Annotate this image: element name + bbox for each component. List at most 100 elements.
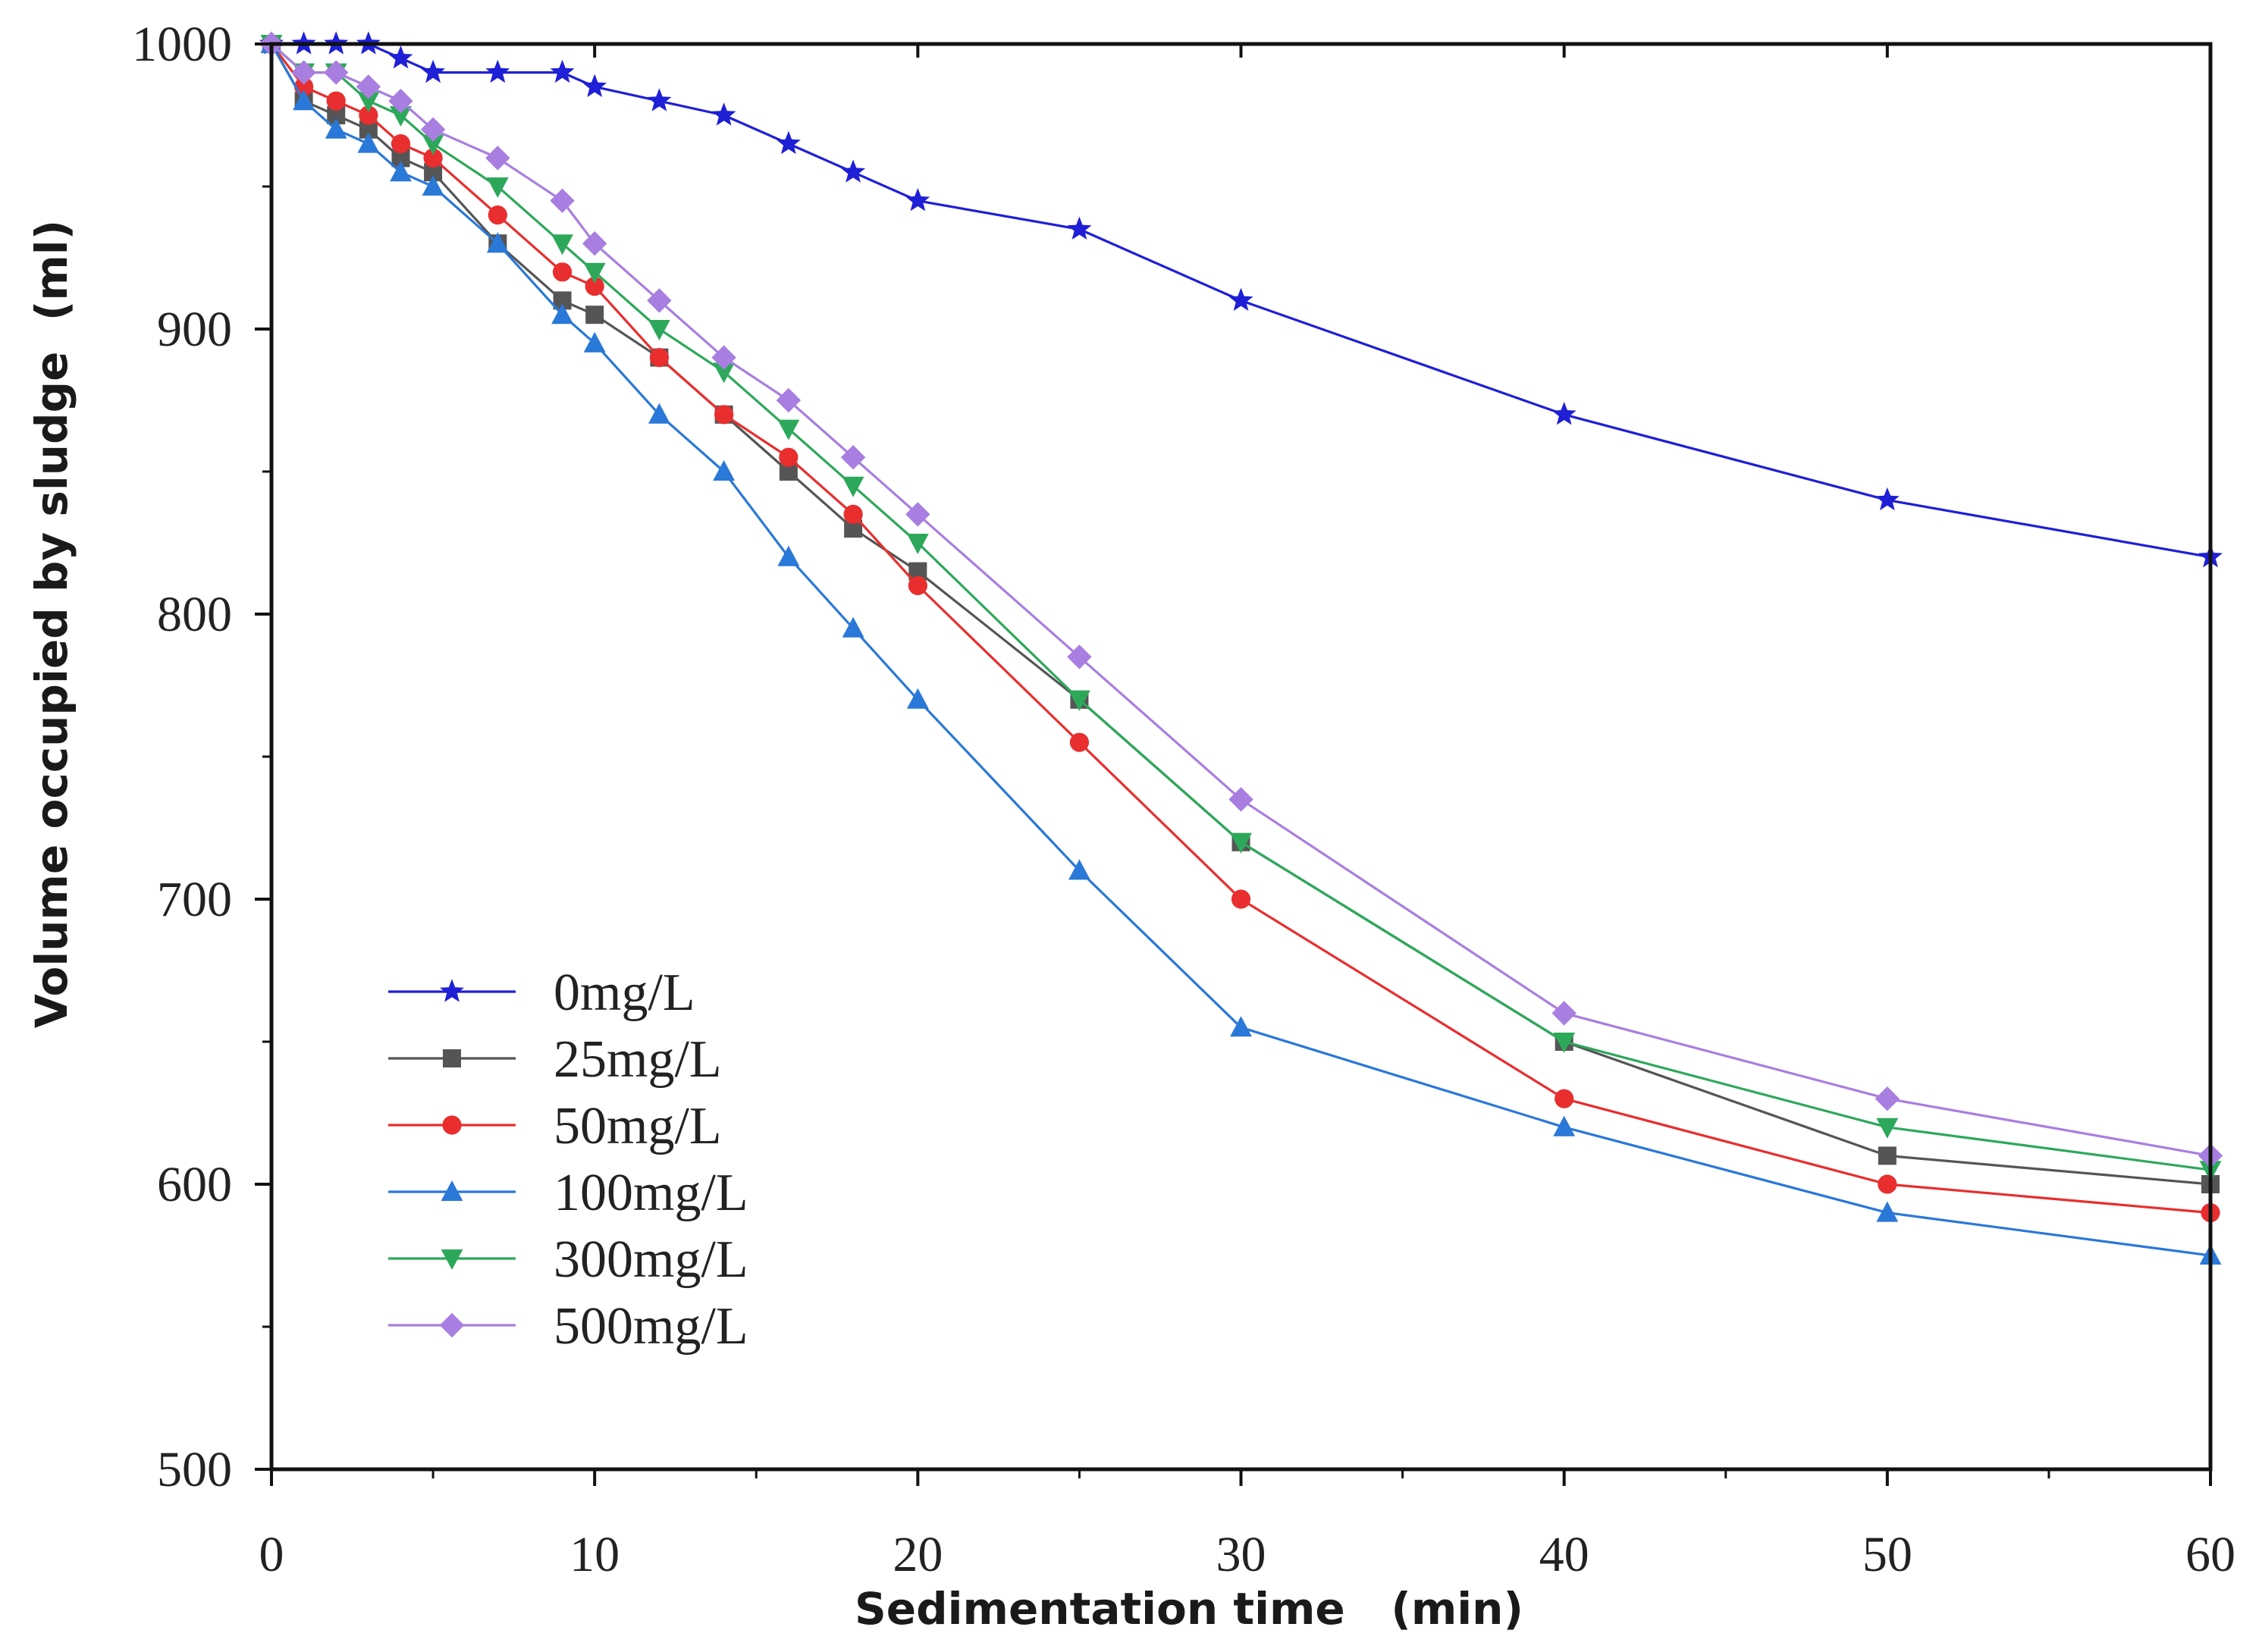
legend-marker	[441, 1180, 463, 1201]
data-point-5-17	[1875, 1086, 1900, 1111]
data-point-2-7	[552, 262, 573, 282]
legend: 0mg/L 25mg/L 50mg/L 100mg/L 300mg/L 500mg/L	[388, 964, 748, 1356]
data-point-3-14	[1068, 859, 1090, 880]
data-point-0-5	[421, 59, 446, 83]
y-tick-label: 1000	[132, 17, 232, 72]
data-point-0-14	[1067, 216, 1092, 240]
data-point-3-6	[486, 232, 509, 253]
data-point-0-11	[776, 130, 801, 155]
data-point-5-2	[324, 60, 349, 85]
data-point-5-1	[291, 60, 316, 85]
data-point-0-10	[711, 102, 736, 126]
legend-marker	[441, 1249, 463, 1270]
data-point-5-13	[905, 502, 930, 527]
y-tick-label: 500	[157, 1442, 232, 1497]
data-point-3-11	[777, 545, 800, 566]
data-point-4-6	[486, 177, 509, 198]
legend-item: 50mg/L	[388, 1097, 722, 1155]
data-point-2-9	[649, 348, 670, 368]
legend-label: 25mg/L	[554, 1030, 722, 1089]
x-axis-title: Sedimentation time (min)	[855, 1583, 1523, 1635]
legend-item: 300mg/L	[388, 1230, 748, 1289]
data-point-5-3	[356, 74, 381, 99]
data-point-4-5	[422, 134, 444, 155]
data-point-4-4	[390, 106, 412, 127]
x-tick-label: 30	[1216, 1527, 1266, 1582]
data-point-5-5	[420, 117, 446, 142]
data-point-5-14	[1067, 644, 1092, 669]
data-point-3-3	[357, 132, 380, 153]
legend-label: 0mg/L	[554, 964, 695, 1022]
legend-label: 100mg/L	[554, 1164, 748, 1222]
data-point-0-16	[1551, 402, 1577, 425]
data-point-3-4	[390, 161, 412, 182]
data-point-3-1	[293, 89, 315, 111]
legend-marker	[440, 979, 464, 1002]
data-point-2-2	[326, 91, 346, 111]
data-point-4-7	[551, 234, 573, 255]
y-tick-label: 700	[157, 872, 232, 927]
data-point-5-7	[550, 188, 575, 213]
data-point-5-10	[711, 345, 736, 370]
data-point-2-13	[908, 575, 927, 596]
data-point-1-8	[585, 306, 604, 324]
data-point-3-8	[583, 331, 606, 353]
data-point-4-11	[777, 419, 800, 440]
data-point-4-10	[713, 362, 736, 384]
legend-marker	[443, 1049, 461, 1067]
y-tick-label: 900	[157, 302, 232, 357]
data-point-4-8	[583, 262, 606, 284]
data-point-4-12	[842, 476, 864, 497]
legend-label: 500mg/L	[554, 1297, 748, 1356]
data-point-2-11	[779, 447, 798, 467]
data-point-5-4	[388, 89, 413, 114]
legend-item: 25mg/L	[388, 1030, 722, 1089]
legend-label: 50mg/L	[554, 1097, 722, 1155]
data-point-2-8	[585, 277, 604, 296]
data-point-3-9	[648, 403, 670, 424]
data-point-2-10	[714, 405, 734, 425]
data-point-0-4	[388, 45, 413, 69]
data-point-3-17	[1876, 1201, 1899, 1222]
x-tick-label: 0	[259, 1527, 284, 1582]
data-point-2-12	[843, 504, 863, 525]
data-point-0-12	[841, 159, 866, 183]
data-point-3-10	[713, 460, 736, 481]
data-point-2-15	[1231, 889, 1251, 909]
data-point-5-9	[647, 288, 672, 313]
data-point-5-8	[582, 231, 607, 256]
data-point-3-7	[551, 303, 573, 324]
data-point-3-12	[842, 616, 864, 638]
y-tick-label: 600	[157, 1157, 232, 1212]
data-point-5-6	[485, 146, 510, 171]
data-point-0-7	[550, 59, 575, 83]
data-point-4-9	[648, 320, 670, 340]
data-point-2-6	[488, 205, 507, 225]
data-point-2-17	[1878, 1174, 1897, 1194]
data-point-5-11	[776, 387, 802, 413]
data-point-5-12	[840, 445, 866, 470]
data-point-3-5	[422, 175, 444, 196]
data-point-4-15	[1230, 832, 1252, 854]
data-point-5-15	[1228, 787, 1253, 812]
data-point-4-13	[906, 534, 929, 554]
legend-label: 300mg/L	[554, 1230, 748, 1289]
data-point-4-16	[1553, 1033, 1576, 1053]
y-axis-title: Volume occupied by sludge (ml)	[26, 220, 77, 1028]
legend-item: 100mg/L	[388, 1164, 748, 1222]
data-point-4-17	[1876, 1118, 1899, 1139]
data-point-2-4	[391, 134, 411, 154]
data-point-1-17	[1878, 1146, 1897, 1165]
data-point-0-9	[647, 88, 672, 111]
axes-layer: 0 10 20 30 40 50 60 500 600 700 800 900 1000	[132, 17, 2235, 1582]
data-point-2-5	[423, 148, 443, 168]
legend-item: 0mg/L	[388, 964, 695, 1022]
data-point-3-2	[325, 118, 347, 139]
data-point-0-8	[582, 74, 607, 97]
data-point-0-17	[1875, 487, 1900, 511]
legend-item: 500mg/L	[388, 1297, 748, 1356]
data-point-4-3	[357, 92, 380, 113]
data-point-5-16	[1551, 1001, 1577, 1026]
